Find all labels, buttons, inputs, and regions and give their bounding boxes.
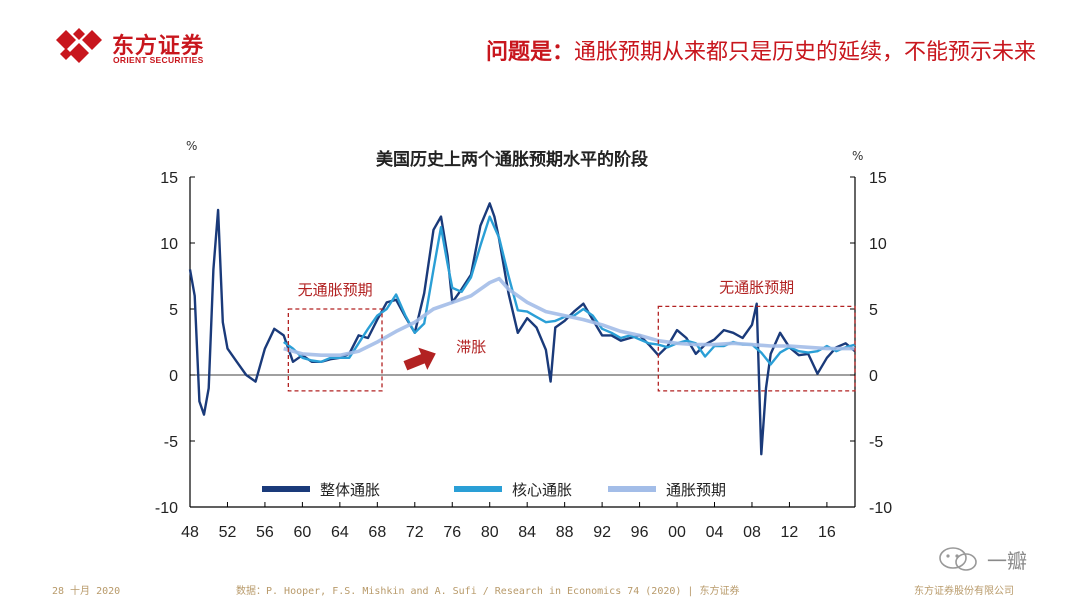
y-tick-label-left: 5 <box>169 302 178 319</box>
stagflation-label: 滞胀 <box>456 338 486 356</box>
headline-prefix: 问题是： <box>485 39 574 65</box>
y-unit-right: % <box>852 149 863 163</box>
watermark-text: 一瓣 <box>987 549 1027 573</box>
y-tick-label-right: 10 <box>869 236 887 253</box>
no-expectation-label: 无通胀预期 <box>298 281 373 299</box>
no-expectation-box <box>287 308 383 392</box>
y-tick-label-left: 15 <box>160 170 178 187</box>
x-tick-label: 52 <box>219 524 237 541</box>
x-tick-label: 76 <box>443 524 461 541</box>
x-tick-label: 68 <box>368 524 386 541</box>
page-headline: 问题是：通胀预期从来都只是历史的延续，不能预示未来 <box>486 34 1036 66</box>
footer-date: 28 十月 2020 <box>52 586 121 597</box>
legend-label: 核心通胀 <box>512 481 572 499</box>
no-expectation-label: 无通胀预期 <box>719 278 794 296</box>
y-tick-label-right: 5 <box>869 302 878 319</box>
x-tick-label: 80 <box>481 524 499 541</box>
x-tick-label: 08 <box>743 524 761 541</box>
y-tick-label-right: -10 <box>869 500 892 517</box>
x-tick-label: 60 <box>293 524 311 541</box>
y-tick-label-right: -5 <box>869 434 883 451</box>
brand-logo: 东方证券 ORIENT SECURITIES <box>52 26 252 68</box>
stagflation-arrow <box>403 347 436 371</box>
series-line-headline <box>188 202 856 456</box>
x-tick-label: 88 <box>556 524 574 541</box>
y-tick-label-left: -5 <box>164 434 178 451</box>
x-tick-label: 56 <box>256 524 274 541</box>
diamond-logo-icon <box>56 28 102 63</box>
x-tick-label: 00 <box>668 524 686 541</box>
y-tick-label-left: 0 <box>169 368 178 385</box>
y-tick-label-right: 0 <box>869 368 878 385</box>
y-tick-label-left: -10 <box>155 500 178 517</box>
legend-label: 通胀预期 <box>666 481 726 499</box>
x-tick-label: 96 <box>631 524 649 541</box>
x-tick-label: 84 <box>518 524 536 541</box>
no-expectation-box <box>657 305 856 392</box>
y-tick-label-left: 10 <box>160 236 178 253</box>
brand-name-en: ORIENT SECURITIES <box>113 55 204 65</box>
x-tick-label: 92 <box>593 524 611 541</box>
brand-name-cn: 东方证券 <box>112 34 205 59</box>
y-tick-label-right: 15 <box>869 170 887 187</box>
x-tick-label: 72 <box>406 524 424 541</box>
x-tick-label: 48 <box>181 524 199 541</box>
footer-company: 东方证券股份有限公司 <box>914 586 1014 597</box>
x-tick-label: 16 <box>818 524 836 541</box>
watermark: 一瓣 <box>937 545 1047 575</box>
series-line-expectations <box>283 276 855 357</box>
y-unit-left: % <box>186 139 197 153</box>
headline-text: 通胀预期从来都只是历史的延续，不能预示未来 <box>573 40 1036 65</box>
footer-source: 数据：P. Hooper, F.S. Mishkin and A. Sufi /… <box>236 586 740 597</box>
legend-label: 整体通胀 <box>320 481 380 499</box>
x-tick-label: 04 <box>706 524 724 541</box>
chart-title: 美国历史上两个通胀预期水平的阶段 <box>376 149 648 170</box>
x-tick-label: 64 <box>331 524 349 541</box>
wechat-icon <box>939 547 977 571</box>
x-tick-label: 12 <box>781 524 799 541</box>
